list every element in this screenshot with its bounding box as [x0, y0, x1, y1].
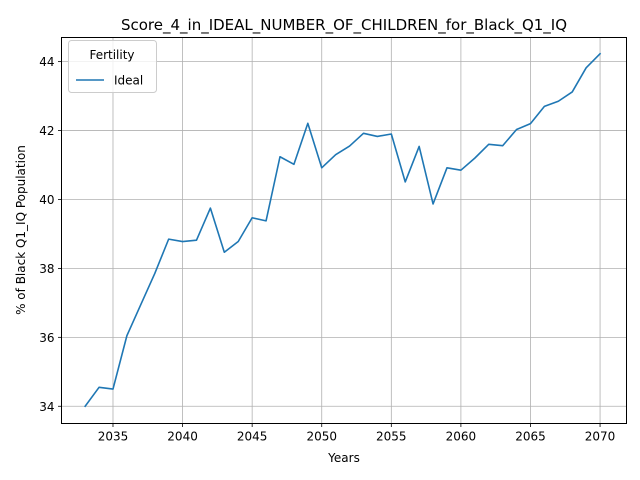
x-tick-label: 2035 [98, 430, 129, 444]
ticks-layer: 2035 2040 2045 2050 2055 2060 2065 2070 34 36 38 40… [39, 55, 615, 443]
plot-frame [61, 37, 627, 424]
data-point [196, 239, 198, 241]
y-tick-label: 40 [39, 193, 54, 207]
y-tick-label: 34 [39, 400, 54, 414]
data-point [571, 91, 573, 93]
x-tick-label: 2045 [237, 430, 268, 444]
series-layer [84, 52, 602, 408]
data-point [349, 145, 351, 147]
legend: Fertility Ideal [68, 40, 157, 93]
x-tick-label: 2055 [376, 430, 407, 444]
x-tick-label: 2070 [585, 430, 616, 444]
data-point [363, 133, 365, 135]
data-point [210, 207, 212, 209]
data-point [544, 106, 546, 108]
data-point [112, 388, 114, 390]
data-point [265, 220, 267, 222]
y-tick-label: 42 [39, 124, 54, 138]
data-point [404, 181, 406, 183]
data-point [140, 304, 142, 306]
x-axis-label: Years [327, 451, 360, 465]
data-point [224, 251, 226, 253]
data-point [585, 67, 587, 69]
data-point [279, 156, 281, 158]
data-point [460, 169, 462, 171]
legend-title: Fertility [89, 48, 134, 62]
data-point [251, 217, 253, 219]
data-point [126, 335, 128, 337]
data-point [432, 203, 434, 205]
data-point [154, 273, 156, 275]
x-tick-label: 2040 [167, 430, 198, 444]
data-point [488, 144, 490, 146]
data-point [84, 405, 86, 407]
data-point [446, 167, 448, 169]
data-point [307, 123, 309, 125]
data-point [558, 100, 560, 102]
x-tick-label: 2050 [306, 430, 337, 444]
series-line-ideal [84, 52, 602, 408]
data-point [474, 157, 476, 159]
y-tick-label: 38 [39, 262, 54, 276]
data-point [335, 154, 337, 156]
plot-area [61, 37, 627, 424]
data-point [321, 167, 323, 169]
data-point [168, 238, 170, 240]
data-point [516, 129, 518, 131]
data-point [237, 241, 239, 243]
x-tick-label: 2065 [515, 430, 546, 444]
data-point [502, 145, 504, 147]
data-point [98, 387, 100, 389]
data-point [182, 241, 184, 243]
data-point [377, 136, 379, 138]
data-point [530, 123, 532, 125]
y-tick-label: 44 [39, 55, 54, 69]
data-point [391, 133, 393, 135]
y-tick-label: 36 [39, 331, 54, 345]
data-point [418, 146, 420, 148]
y-axis-label: % of Black Q1_IQ Population [14, 145, 28, 315]
x-tick-label: 2060 [446, 430, 477, 444]
data-point [293, 164, 295, 166]
legend-label: Ideal [114, 74, 143, 88]
chart-title: Score_4_in_IDEAL_NUMBER_OF_CHILDREN_for_… [121, 16, 567, 35]
data-point [599, 53, 601, 55]
grid-layer [61, 37, 627, 424]
